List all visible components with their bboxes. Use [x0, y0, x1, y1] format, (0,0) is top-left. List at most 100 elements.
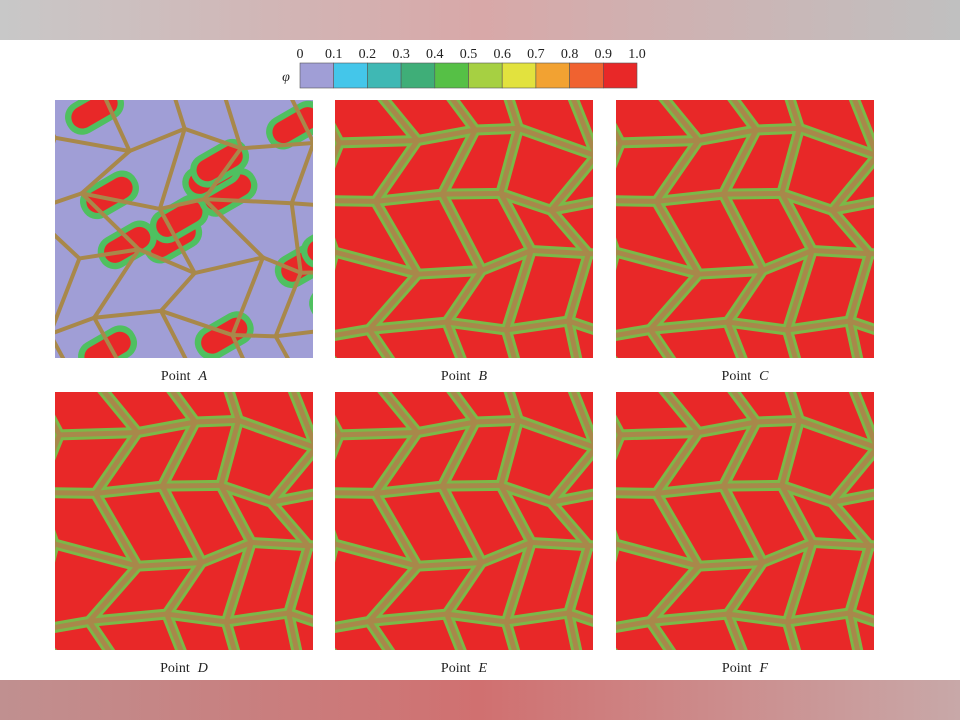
grain-boundary [311, 544, 334, 632]
grain-boundary [571, 366, 610, 385]
top-backdrop [0, 0, 960, 40]
boundary-halo [626, 666, 681, 667]
colorbar-segment [401, 63, 435, 88]
panel [20, 66, 385, 401]
colorbar-tick-label: 0.3 [392, 47, 410, 62]
boundary-halo [597, 200, 615, 251]
grain-boundary [29, 138, 55, 212]
grain-boundary [442, 193, 501, 194]
grain-boundary [891, 366, 930, 445]
grain-boundary [232, 335, 275, 336]
boundary-halo [911, 445, 931, 487]
grain-boundary [877, 445, 931, 448]
boundary-halo [904, 339, 919, 376]
boundary-halo [301, 668, 358, 669]
panel-label-letter: B [479, 369, 488, 384]
colorbar-tick-label: 1.0 [628, 47, 646, 62]
panel-label: Point E [441, 661, 488, 676]
grain-boundary [531, 250, 588, 253]
boundary-halo [592, 544, 615, 632]
grain-boundary [20, 360, 59, 435]
colorbar-segment [536, 63, 570, 88]
colorbar-segment [570, 63, 604, 88]
boundary-halo [522, 377, 580, 385]
grain-boundary [812, 542, 869, 545]
boundary-halo [581, 360, 645, 367]
grain-boundary [195, 420, 238, 422]
boundary-halo [31, 544, 54, 632]
grain-boundary [911, 195, 922, 253]
grain-boundary [242, 669, 300, 677]
grain-boundary [723, 485, 782, 486]
grain-boundary [364, 367, 438, 372]
panel-label-word: Point [160, 661, 190, 676]
grain-boundary [911, 153, 931, 195]
panel-label-letter: D [197, 661, 208, 676]
grain-boundary [597, 200, 656, 201]
panel-label-letter: F [759, 661, 769, 676]
boundary-halo [522, 669, 580, 677]
boundary-halo [345, 374, 400, 375]
boundary-halo [911, 195, 922, 253]
grain-boundary [226, 383, 291, 386]
grain-boundary [891, 74, 930, 153]
boundary-halo [311, 544, 334, 632]
grain-boundary [345, 666, 400, 667]
grain-boundary [911, 445, 931, 487]
grain-boundary [316, 492, 375, 493]
boundary-halo [904, 545, 921, 631]
colorbar-segment [435, 63, 469, 88]
grain-boundary [475, 128, 518, 130]
grain-boundary [645, 75, 719, 80]
panel-label-word: Point [161, 369, 191, 384]
colorbar-segment [603, 63, 637, 88]
grain-boundary [20, 66, 91, 78]
grain-boundary [506, 91, 571, 94]
grain-boundary [852, 74, 891, 93]
panel-label-letter: E [478, 661, 488, 676]
grain-boundary [904, 253, 921, 339]
grain-boundary [79, 387, 132, 388]
boundary-halo [84, 367, 158, 372]
colorbar-tick-label: 0.5 [460, 47, 478, 62]
boundary-halo [787, 383, 852, 386]
grain-boundary [36, 492, 95, 493]
grain-boundary [168, 77, 219, 79]
boundary-halo [891, 74, 930, 153]
colorbar-tick-label: 0.2 [359, 47, 377, 62]
bottom-backdrop [0, 680, 960, 720]
grain-boundary [812, 250, 869, 253]
grain-boundary [597, 200, 615, 251]
grain-boundary [719, 80, 787, 91]
boundary-halo [852, 366, 891, 385]
grain-boundary [340, 433, 418, 435]
grain-boundary [621, 433, 699, 435]
panel-label-letter: C [759, 369, 769, 384]
panel-label-word: Point [441, 661, 471, 676]
grain-boundary [522, 377, 580, 385]
boundary-halo [345, 666, 400, 667]
grain-boundary [597, 492, 615, 543]
panel-label-word: Point [441, 369, 471, 384]
grain-boundary [862, 376, 919, 377]
grain-boundary [904, 545, 921, 631]
grain-boundary [787, 383, 852, 386]
boundary-halo [300, 360, 364, 367]
grain-boundary [862, 668, 919, 669]
grain-boundary [581, 376, 638, 377]
colorbar-segment [300, 63, 334, 88]
grain-boundary [904, 339, 919, 376]
grain-boundary [36, 492, 54, 543]
boundary-halo [904, 253, 921, 339]
boundary-halo [803, 669, 861, 677]
boundary-halo [904, 631, 919, 668]
grain-boundary [621, 141, 699, 143]
boundary-halo [581, 376, 638, 377]
grain-boundary [475, 420, 518, 422]
boundary-halo [911, 153, 931, 195]
boundary-halo [719, 80, 787, 91]
grain-boundary [31, 544, 54, 632]
